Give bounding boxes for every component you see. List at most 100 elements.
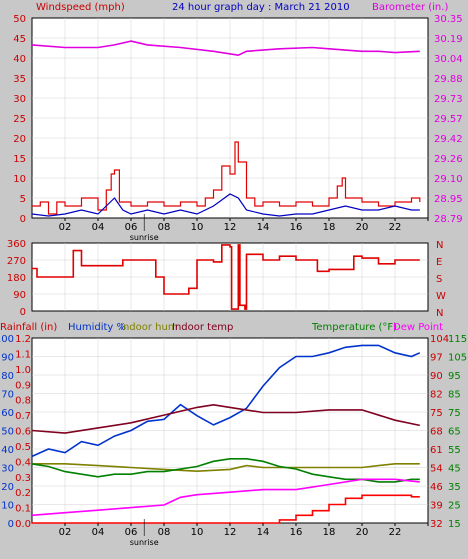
windspeed-tick-label: 25 xyxy=(13,114,26,125)
direction-tick-label: 180 xyxy=(7,273,26,284)
time-tick-label: 08 xyxy=(158,527,171,538)
indoor-temp-label: Indoor temp xyxy=(172,322,233,333)
time-tick-label: 16 xyxy=(290,222,303,233)
barometer-tick-label: 30.19 xyxy=(434,34,463,45)
temp-tick-label-outer: 65 xyxy=(448,427,461,438)
windspeed-tick-label: 15 xyxy=(13,154,26,165)
time-tick-label: 06 xyxy=(125,222,138,233)
humidity-tick-label: 50 xyxy=(1,427,14,438)
direction-tick-label: 270 xyxy=(7,256,26,267)
windspeed-tick-label: 40 xyxy=(13,54,26,65)
rainfall-tick-label: 1.2 xyxy=(15,334,31,345)
sunrise-label: sunrise xyxy=(130,538,159,547)
barometer-tick-label: 29.42 xyxy=(434,134,463,145)
temp-tick-label-outer: 35 xyxy=(448,482,461,493)
temp-tick-label-outer: 45 xyxy=(448,464,461,475)
rainfall-tick-label: 0.2 xyxy=(15,488,31,499)
windspeed-tick-label: 50 xyxy=(13,14,26,25)
time-tick-label: 10 xyxy=(191,222,204,233)
time-tick-label: 14 xyxy=(257,222,270,233)
time-tick-label: 12 xyxy=(224,222,237,233)
rainfall-tick-label: 0.7 xyxy=(15,411,31,422)
temp-tick-label-inner: 90 xyxy=(430,371,443,382)
direction-tick-label: 0 xyxy=(20,307,26,318)
time-tick-label: 12 xyxy=(224,527,237,538)
temp-tick-label-inner: 68 xyxy=(430,427,443,438)
humidity-line xyxy=(31,344,421,458)
temp-tick-label-outer: 75 xyxy=(448,408,461,419)
compass-label: S xyxy=(436,274,442,285)
temp-tick-label-inner: 39 xyxy=(430,501,443,512)
windspeed-tick-label: 5 xyxy=(20,194,26,205)
rainfall-tick-label: 0.9 xyxy=(15,380,31,391)
barometer-tick-label: 29.57 xyxy=(434,114,463,125)
temp-tick-label-inner: 54 xyxy=(430,464,443,475)
rainfall-label: Rainfall (in) xyxy=(0,322,57,333)
rainfall-line xyxy=(32,494,420,524)
windspeed-tick-label: 45 xyxy=(13,34,26,45)
temp-tick-label-inner: 104 xyxy=(430,334,449,345)
rainfall-tick-label: 0.6 xyxy=(15,427,31,438)
humidity-tick-label: 100 xyxy=(0,334,14,345)
dewpoint-label: Dew Point xyxy=(393,322,443,333)
barometer-tick-label: 29.73 xyxy=(434,94,463,105)
humidity-tick-label: 60 xyxy=(1,408,14,419)
sunrise-label: sunrise xyxy=(130,233,159,242)
rainfall-tick-label: 0.4 xyxy=(15,457,31,468)
indoor_temp-line xyxy=(31,403,420,434)
rainfall-tick-label: 0.3 xyxy=(15,473,31,484)
windspeed-label: Windspeed (mph) xyxy=(36,2,125,13)
rainfall-tick-label: 0.5 xyxy=(15,442,31,453)
time-tick-label: 04 xyxy=(92,527,105,538)
humidity-tick-label: 0 xyxy=(8,519,14,530)
humidity-tick-label: 20 xyxy=(1,482,14,493)
temp-tick-label-inner: 61 xyxy=(430,445,443,456)
time-tick-label: 20 xyxy=(356,527,369,538)
temp-tick-label-outer: 85 xyxy=(448,390,461,401)
humidity-tick-label: 70 xyxy=(1,390,14,401)
compass-label: E xyxy=(436,257,442,268)
windspeed-tick-label: 30 xyxy=(13,94,26,105)
humidity-label: Humidity % xyxy=(68,322,126,333)
temp-tick-label-outer: 25 xyxy=(448,501,461,512)
time-tick-label: 20 xyxy=(356,222,369,233)
time-tick-label: 18 xyxy=(323,527,336,538)
humidity-tick-label: 10 xyxy=(1,501,14,512)
time-tick-label: 02 xyxy=(59,527,72,538)
time-tick-label: 14 xyxy=(257,527,270,538)
temp-tick-label-inner: 32 xyxy=(430,519,443,530)
humidity-tick-label: 30 xyxy=(1,464,14,475)
time-tick-label: 08 xyxy=(158,222,171,233)
temp-tick-label-outer: 15 xyxy=(448,519,461,530)
time-tick-label: 10 xyxy=(191,527,204,538)
barometer-tick-label: 30.04 xyxy=(434,54,463,65)
windspeed-tick-label: 0 xyxy=(20,214,26,225)
time-tick-label: 22 xyxy=(389,222,402,233)
temp-tick-label-outer: 115 xyxy=(448,334,467,345)
rainfall-tick-label: 1.0 xyxy=(15,365,31,376)
barometer-tick-label: 29.26 xyxy=(434,154,463,165)
time-tick-label: 06 xyxy=(125,527,138,538)
temp-tick-label-inner: 75 xyxy=(430,408,443,419)
humidity-tick-label: 90 xyxy=(1,353,14,364)
windspeed-tick-label: 20 xyxy=(13,134,26,145)
windspeed-tick-label: 35 xyxy=(13,74,26,85)
temp-tick-label-inner: 82 xyxy=(430,390,443,401)
time-tick-label: 18 xyxy=(323,222,336,233)
compass-label: W xyxy=(436,291,446,302)
compass-label: N xyxy=(436,240,443,251)
temp-tick-label-inner: 97 xyxy=(430,353,443,364)
time-tick-label: 22 xyxy=(389,527,402,538)
dew_point-line xyxy=(31,478,420,517)
temperature-humidity-panel: 0 10 20 30 40 50 60 70 80 90 100 0.0 0.1 0.2 0.3 0.4 0.5… xyxy=(0,334,467,547)
rainfall-tick-label: 0.1 xyxy=(15,504,31,515)
temp-tick-label-outer: 55 xyxy=(448,445,461,456)
time-tick-label: 16 xyxy=(290,527,303,538)
time-tick-label: 04 xyxy=(92,222,105,233)
indoor-hum-label: Indoor hum xyxy=(120,322,178,333)
barometer-label: Barometer (in.) xyxy=(372,2,448,13)
direction-line xyxy=(32,244,420,310)
